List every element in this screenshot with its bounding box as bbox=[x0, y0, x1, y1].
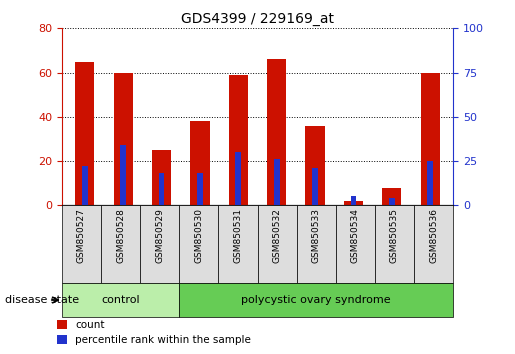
Bar bbox=[152, 150, 171, 205]
Bar bbox=[114, 73, 133, 205]
Bar bbox=[351, 196, 356, 205]
Title: GDS4399 / 229169_at: GDS4399 / 229169_at bbox=[181, 12, 334, 26]
Bar bbox=[312, 168, 318, 205]
Text: disease state: disease state bbox=[5, 295, 79, 305]
Text: GSM850529: GSM850529 bbox=[155, 208, 164, 263]
Bar bbox=[389, 198, 394, 205]
Text: GSM850530: GSM850530 bbox=[194, 208, 203, 263]
Bar bbox=[305, 126, 324, 205]
Text: GSM850528: GSM850528 bbox=[116, 208, 125, 263]
Text: GSM850535: GSM850535 bbox=[390, 208, 399, 263]
Legend: count, percentile rank within the sample: count, percentile rank within the sample bbox=[57, 320, 251, 345]
Bar bbox=[235, 152, 241, 205]
Bar bbox=[75, 62, 94, 205]
Text: GSM850533: GSM850533 bbox=[312, 208, 321, 263]
Bar bbox=[159, 173, 164, 205]
Text: GSM850532: GSM850532 bbox=[272, 208, 282, 263]
Text: polycystic ovary syndrome: polycystic ovary syndrome bbox=[242, 295, 391, 305]
Bar bbox=[197, 173, 203, 205]
Bar bbox=[382, 188, 401, 205]
Bar bbox=[427, 161, 433, 205]
Bar bbox=[82, 166, 88, 205]
Bar bbox=[421, 73, 440, 205]
Text: GSM850527: GSM850527 bbox=[77, 208, 86, 263]
Text: control: control bbox=[101, 295, 140, 305]
Bar bbox=[344, 201, 363, 205]
Bar bbox=[267, 59, 286, 205]
Text: GSM850531: GSM850531 bbox=[233, 208, 243, 263]
Bar bbox=[191, 121, 210, 205]
Bar bbox=[229, 75, 248, 205]
Bar bbox=[274, 159, 280, 205]
Bar bbox=[121, 145, 126, 205]
Text: GSM850536: GSM850536 bbox=[429, 208, 438, 263]
Text: GSM850534: GSM850534 bbox=[351, 208, 360, 263]
